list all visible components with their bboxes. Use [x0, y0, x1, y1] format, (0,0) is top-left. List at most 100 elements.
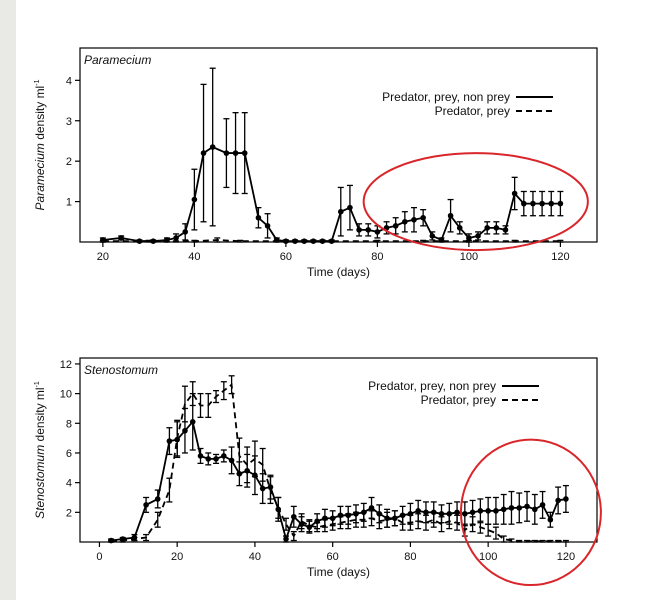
x-tick-label: 80	[404, 551, 416, 563]
x-tick-label: 120	[551, 251, 569, 263]
data-point	[392, 223, 399, 229]
data-point	[189, 419, 196, 425]
data-point	[423, 509, 429, 516]
chart-panel-1: Paramecium 20 40 60 80 100 120 1 2 3 4 Time (days) P…	[33, 47, 598, 279]
plot-frame	[79, 357, 598, 543]
data-point	[223, 150, 230, 156]
data-point	[365, 227, 372, 233]
data-point	[539, 502, 546, 508]
data-point	[411, 216, 417, 223]
y-tick-label: 4	[66, 75, 72, 87]
data-point	[520, 200, 527, 207]
data-point	[532, 506, 538, 513]
data-point	[136, 238, 143, 244]
data-point	[555, 497, 561, 504]
panel-title: Paramecium	[84, 53, 151, 67]
x-tick-label: 60	[327, 551, 339, 563]
y-tick-label: 1	[66, 197, 72, 209]
legend-label: Predator, prey	[435, 104, 510, 118]
data-point	[205, 456, 212, 462]
y-tick-label: 4	[66, 478, 72, 490]
data-point	[493, 225, 500, 231]
y-axis-label: Paramecium density ml-1	[33, 79, 47, 210]
data-point	[191, 196, 198, 203]
x-tick-label: 40	[188, 251, 200, 263]
series-line-predator-prey-non-prey	[102, 145, 561, 243]
data-point	[143, 502, 149, 508]
data-point	[539, 200, 545, 207]
data-point	[475, 233, 481, 239]
data-point	[511, 190, 518, 197]
y-tick-label: 2	[66, 507, 72, 519]
data-point	[182, 427, 188, 434]
data-point	[166, 438, 173, 444]
data-point	[221, 453, 227, 459]
x-axis-label: Time (days)	[307, 565, 370, 579]
data-point	[563, 496, 569, 502]
data-point	[255, 214, 262, 221]
data-point	[493, 508, 499, 514]
data-point	[182, 229, 189, 235]
legend-label: Predator, prey	[421, 393, 496, 407]
x-tick-label: 40	[249, 551, 261, 563]
data-point	[462, 511, 468, 517]
data-point	[228, 457, 235, 464]
data-point	[347, 204, 353, 211]
data-point	[454, 509, 460, 516]
highlight-ellipse	[459, 438, 602, 587]
x-tick-label: 100	[479, 551, 497, 563]
data-point	[524, 503, 530, 510]
data-point	[290, 513, 297, 520]
y-tick-label: 10	[60, 389, 72, 401]
slide-left-edge	[0, 0, 16, 600]
data-point	[485, 508, 491, 514]
data-point	[173, 235, 179, 241]
data-point	[283, 536, 289, 542]
data-point	[500, 506, 507, 513]
y-axis-label-species: Paramecium	[33, 143, 47, 210]
data-point	[118, 235, 124, 241]
y-axis-label-species: Stenostomum	[33, 445, 47, 519]
data-point	[502, 227, 509, 233]
series-line-predator-prey	[111, 383, 566, 543]
data-point	[232, 150, 239, 156]
data-point	[429, 233, 436, 239]
data-point	[466, 235, 472, 241]
data-point	[356, 227, 362, 233]
chart-panel-2: Stenostomum 0 20 40 60 80 100 120 2 4 6 8 10 12 Time (…	[33, 357, 602, 587]
data-point	[484, 225, 490, 231]
data-point	[368, 505, 375, 511]
y-tick-label: 6	[66, 448, 72, 460]
panel-title: Stenostomum	[84, 363, 158, 377]
data-point	[319, 238, 326, 244]
data-point	[259, 485, 266, 492]
data-point	[374, 229, 381, 235]
y-tick-label: 3	[66, 116, 72, 128]
data-point	[402, 218, 408, 225]
y-axis-label-exponent: -1	[34, 381, 41, 387]
data-point	[508, 505, 515, 511]
data-point	[477, 508, 484, 514]
x-tick-label: 120	[557, 551, 575, 563]
y-axis-label: Stenostomum density ml-1	[33, 381, 47, 519]
x-tick-label: 0	[96, 551, 102, 563]
x-axis-label: Time (days)	[307, 265, 370, 279]
data-point	[516, 505, 523, 511]
x-tick-label: 20	[171, 551, 183, 563]
data-point	[337, 208, 344, 215]
highlight-ellipse	[362, 152, 589, 252]
x-tick-label: 20	[97, 251, 109, 263]
data-point	[197, 453, 204, 459]
data-point	[530, 200, 536, 207]
data-point	[438, 511, 445, 517]
data-point	[213, 456, 219, 462]
data-point	[209, 144, 216, 150]
y-tick-label: 12	[60, 359, 72, 371]
x-tick-label: 100	[460, 251, 478, 263]
data-point	[200, 150, 207, 156]
data-point	[557, 200, 564, 207]
